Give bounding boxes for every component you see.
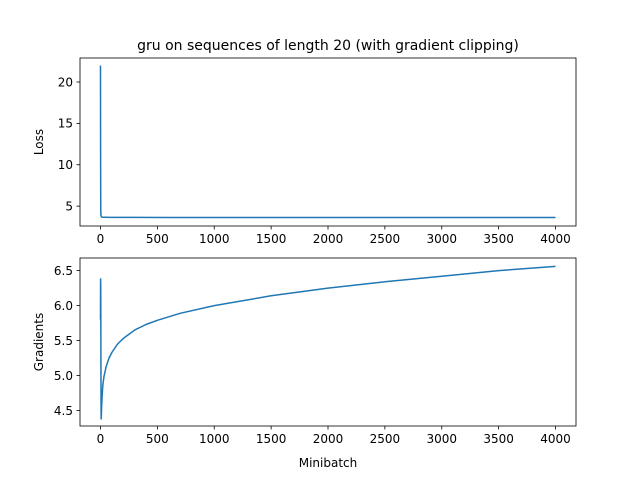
loss-x-tick-label: 1500	[256, 232, 287, 246]
gradients-x-tick-label: 1500	[256, 432, 287, 446]
loss-x-tick-label: 3500	[483, 232, 514, 246]
loss-y-axis-label: Loss	[32, 129, 46, 155]
gradients-y-tick-label: 4.5	[54, 404, 73, 418]
loss-subplot: 0 500 1000 1500 2000 2500 3000 3500 4000 5 10 15 20 L…	[32, 57, 577, 246]
gradients-y-tick-label: 6.0	[54, 299, 73, 313]
loss-x-tick-label: 3000	[426, 232, 457, 246]
gradients-y-tick-label: 6.5	[54, 264, 73, 278]
gradients-x-tick-label: 3000	[426, 432, 457, 446]
gradients-x-tick-label: 1000	[199, 432, 230, 446]
gradients-x-tick-label: 3500	[483, 432, 514, 446]
gradients-x-tick-label: 4000	[540, 432, 571, 446]
loss-x-tick-label: 2000	[313, 232, 344, 246]
chart-title: gru on sequences of length 20 (with grad…	[137, 38, 519, 54]
loss-x-tick-label: 1000	[199, 232, 230, 246]
gradients-subplot: 0 500 1000 1500 2000 2500 3000 3500 4000 4.5 5.0 5.…	[32, 257, 577, 470]
loss-x-tick-label: 4000	[540, 232, 571, 246]
loss-series-line	[99, 65, 556, 219]
gradients-y-tick-label: 5.5	[54, 334, 73, 348]
gradients-y-axis-label: Gradients	[32, 313, 46, 371]
gradients-x-tick-label: 2000	[313, 432, 344, 446]
loss-x-tick-label: 0	[97, 232, 105, 246]
loss-x-tick-label: 500	[146, 232, 169, 246]
gradients-x-tick-label: 0	[97, 432, 105, 446]
gradients-series-line	[99, 265, 556, 420]
loss-x-tick-label: 2500	[370, 232, 401, 246]
loss-y-tick-label: 20	[58, 75, 73, 89]
loss-y-tick-label: 15	[58, 117, 73, 131]
gradients-x-tick-label: 2500	[370, 432, 401, 446]
loss-y-tick-label: 10	[58, 158, 73, 172]
gradients-x-axis-label: Minibatch	[299, 456, 358, 470]
gradients-y-tick-label: 5.0	[54, 369, 73, 383]
loss-y-tick-label: 5	[65, 199, 73, 213]
gradients-x-tick-label: 500	[146, 432, 169, 446]
